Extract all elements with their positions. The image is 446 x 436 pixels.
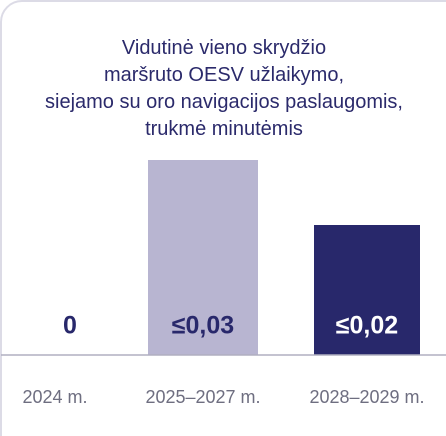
value-label: 0 xyxy=(63,312,77,340)
bar xyxy=(148,160,258,355)
chart-title: trukmė minutėmis xyxy=(145,118,303,140)
x-tick-label: 2028–2029 m. xyxy=(309,387,424,407)
chart-title: maršruto OESV užlaikymo, xyxy=(104,64,344,86)
value-label: ≤0,03 xyxy=(172,312,234,340)
chart-title: siejamo su oro navigacijos paslaugomis, xyxy=(45,91,403,113)
value-label: ≤0,02 xyxy=(336,312,398,340)
x-tick-label: 2024 m. xyxy=(22,387,87,407)
x-tick-label: 2025–2027 m. xyxy=(145,387,260,407)
chart-title: Vidutinė vieno skrydžio xyxy=(122,37,326,59)
bar xyxy=(314,225,420,355)
